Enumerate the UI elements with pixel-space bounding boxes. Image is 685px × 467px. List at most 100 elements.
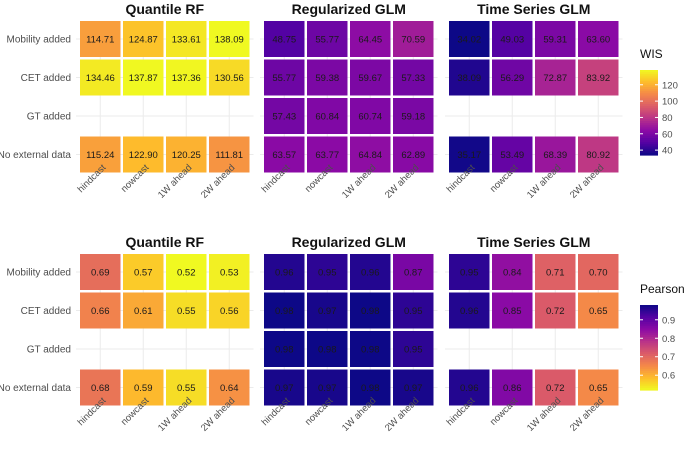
cell-value-label: 0.56 <box>220 306 239 317</box>
legend-gradient-segment <box>640 379 658 383</box>
cell-value-label: 0.87 <box>404 268 423 279</box>
heatmap-cell <box>209 21 250 57</box>
heatmap-cell <box>393 331 434 367</box>
heatmap-cell <box>492 59 533 96</box>
legend-gradient-segment <box>640 311 658 315</box>
heatmap-cell <box>535 369 576 406</box>
cell-value-label: 0.71 <box>546 268 565 279</box>
cell-value-label: 38.09 <box>457 73 481 84</box>
legend-gradient-segment <box>640 375 658 378</box>
legend-gradient-segment <box>640 317 658 321</box>
cell-value-label: 0.85 <box>503 306 522 317</box>
heatmap-cell <box>449 136 490 173</box>
row-label: CET added <box>21 73 71 84</box>
heatmap-cell <box>578 254 619 290</box>
heatmap-cell <box>123 254 164 290</box>
cell-value-label: 0.96 <box>460 306 479 317</box>
cell-value-label: 137.36 <box>172 73 201 84</box>
heatmap-cell <box>578 369 619 406</box>
cell-value-label: 0.86 <box>503 383 522 394</box>
legend-gradient-segment <box>640 101 658 105</box>
heatmap-cell <box>307 21 348 57</box>
legend-gradient-segment <box>640 138 658 141</box>
legend-gradient-segment <box>640 336 658 340</box>
cell-value-label: 0.98 <box>275 306 294 317</box>
legend-gradient-segment <box>640 328 658 332</box>
cell-value-label: 0.68 <box>91 383 110 394</box>
cell-value-label: 0.97 <box>404 383 423 394</box>
cell-value-label: 64.45 <box>358 35 382 46</box>
heatmap-cell <box>578 59 619 96</box>
cell-value-label: 35.17 <box>457 150 481 161</box>
legend-tick-label: 100 <box>662 97 678 108</box>
cell-value-label: 0.70 <box>589 268 608 279</box>
cell-value-label: 80.92 <box>586 150 610 161</box>
cell-value-label: 59.38 <box>315 73 339 84</box>
heatmap-cell <box>449 254 490 290</box>
row-label: CET added <box>21 306 71 317</box>
cell-value-label: 0.72 <box>546 383 565 394</box>
row-label: Mobility added <box>7 268 71 279</box>
cell-value-label: 0.98 <box>275 345 294 356</box>
heatmap-cell <box>393 292 434 329</box>
legend-gradient-segment <box>640 110 658 114</box>
legend-gradient-segment <box>640 309 658 312</box>
heatmap-cell <box>578 292 619 329</box>
heatmap-cell <box>492 369 533 406</box>
legend-gradient-segment <box>640 91 658 94</box>
legend-gradient-segment <box>640 373 658 376</box>
heatmap-cell <box>307 59 348 96</box>
legend-gradient-segment <box>640 144 658 148</box>
heatmap-cell <box>123 136 164 173</box>
legend-gradient-segment <box>640 353 658 357</box>
heatmap-cell <box>166 136 207 173</box>
legend-tick-label: 0.8 <box>662 334 675 345</box>
legend-gradient-segment <box>640 108 658 111</box>
legend-gradient-segment <box>640 324 658 327</box>
legend-gradient-segment <box>640 347 658 351</box>
cell-value-label: 0.95 <box>318 268 337 279</box>
cell-value-label: 0.95 <box>404 345 423 356</box>
heatmap-cell <box>492 254 533 290</box>
legend-gradient-segment <box>640 140 658 143</box>
cell-value-label: 49.03 <box>500 35 524 46</box>
heatmap-cell <box>80 21 121 57</box>
cell-value-label: 72.87 <box>543 73 567 84</box>
cell-value-label: 0.98 <box>361 383 380 394</box>
panel-title: Time Series GLM <box>477 234 590 250</box>
legend-gradient-segment <box>640 125 658 128</box>
legend-gradient-segment <box>640 142 658 145</box>
cell-value-label: 0.52 <box>177 268 196 279</box>
cell-value-label: 60.74 <box>358 112 382 123</box>
heatmap-cell <box>350 369 391 406</box>
legend-gradient-segment <box>640 80 658 84</box>
cell-value-label: 0.66 <box>91 306 110 317</box>
heatmap-cell <box>350 98 391 134</box>
legend-gradient-segment <box>640 118 658 122</box>
heatmap-cell <box>166 292 207 329</box>
legend-gradient-segment <box>640 356 658 359</box>
heatmap-cell <box>393 21 434 57</box>
legend-gradient-segment <box>640 334 658 338</box>
heatmap-cell <box>209 254 250 290</box>
legend-gradient-segment <box>640 74 658 77</box>
cell-value-label: 0.57 <box>134 268 153 279</box>
cell-value-label: 0.65 <box>589 306 608 317</box>
cell-value-label: 0.97 <box>318 383 337 394</box>
cell-value-label: 111.81 <box>215 150 243 161</box>
legend-tick-label: 0.7 <box>662 352 675 363</box>
cell-value-label: 56.29 <box>500 73 524 84</box>
legend-gradient-segment <box>640 116 658 120</box>
heatmap-cell <box>264 136 305 173</box>
heatmap-cell <box>264 21 305 57</box>
cell-value-label: 63.57 <box>272 150 296 161</box>
legend-gradient-segment <box>640 360 658 363</box>
legend-gradient-segment <box>640 70 658 73</box>
legend-gradient-segment <box>640 315 658 319</box>
heatmap-cell <box>166 254 207 290</box>
legend-gradient-segment <box>640 362 658 366</box>
heatmap-cell <box>123 59 164 96</box>
heatmap-cell <box>350 254 391 290</box>
cell-value-label: 59.67 <box>358 73 382 84</box>
cell-value-label: 0.55 <box>177 306 196 317</box>
